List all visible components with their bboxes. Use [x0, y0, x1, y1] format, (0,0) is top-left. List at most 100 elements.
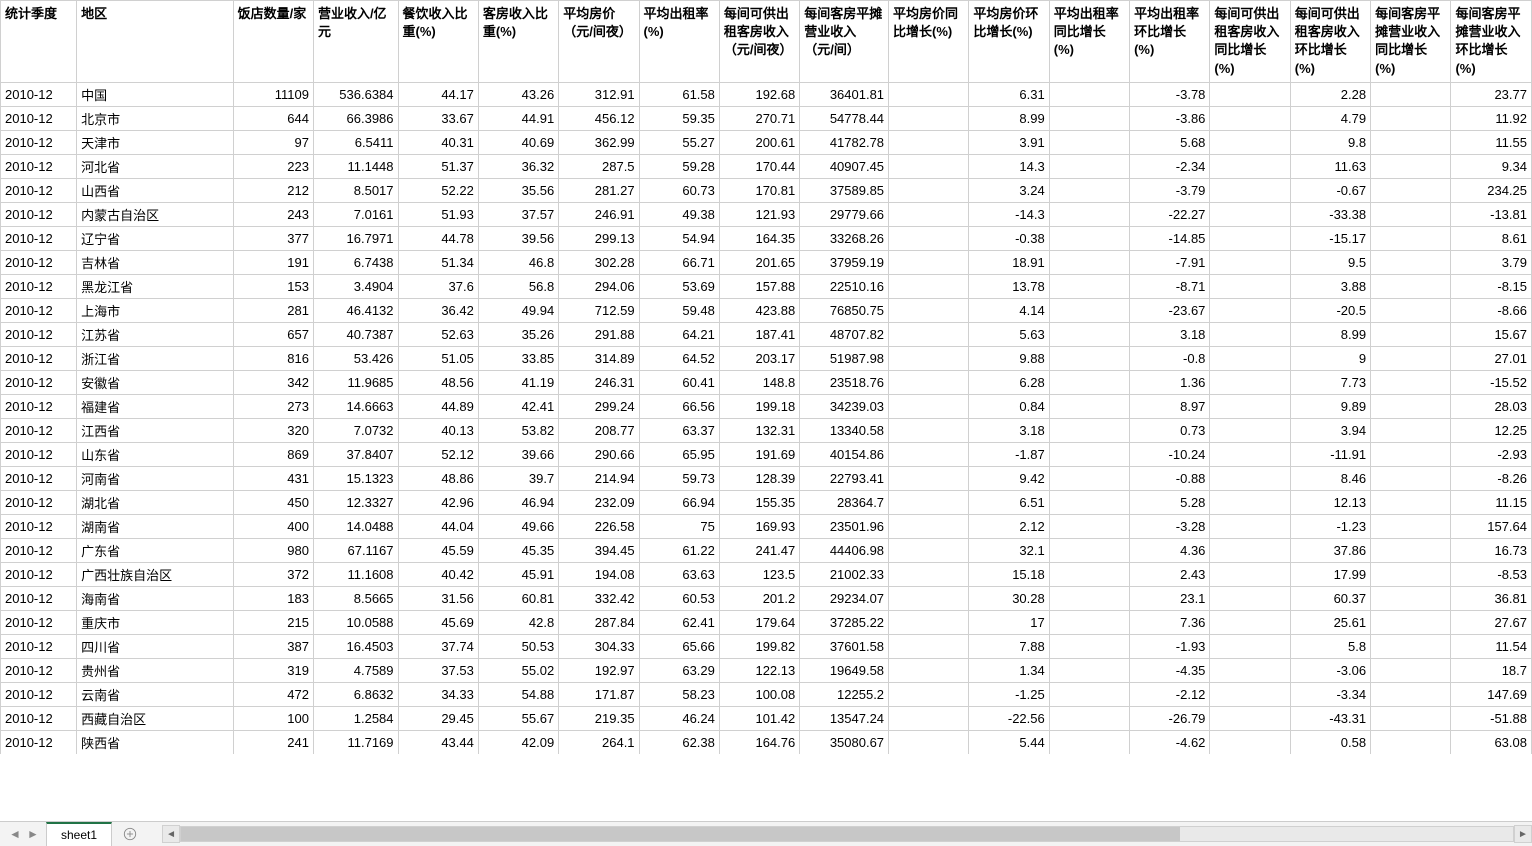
- cell[interactable]: [1210, 178, 1290, 202]
- cell[interactable]: 2010-12: [1, 682, 77, 706]
- cell[interactable]: [1049, 298, 1129, 322]
- cell[interactable]: 199.82: [719, 634, 799, 658]
- cell[interactable]: 66.3986: [313, 106, 398, 130]
- cell[interactable]: 302.28: [559, 250, 639, 274]
- cell[interactable]: 170.44: [719, 154, 799, 178]
- cell[interactable]: 199.18: [719, 394, 799, 418]
- cell[interactable]: 43.44: [398, 730, 478, 754]
- cell[interactable]: 12255.2: [800, 682, 889, 706]
- column-header[interactable]: 平均房价同比增长(%): [889, 1, 969, 83]
- cell[interactable]: 2010-12: [1, 586, 77, 610]
- add-sheet-button[interactable]: [118, 827, 142, 841]
- column-header[interactable]: 统计季度: [1, 1, 77, 83]
- cell[interactable]: -3.78: [1130, 82, 1210, 106]
- cell[interactable]: 342: [233, 370, 313, 394]
- cell[interactable]: 36.42: [398, 298, 478, 322]
- cell[interactable]: 226.58: [559, 514, 639, 538]
- cell[interactable]: 147.69: [1451, 682, 1532, 706]
- cell[interactable]: -14.85: [1130, 226, 1210, 250]
- cell[interactable]: 23501.96: [800, 514, 889, 538]
- cell[interactable]: [1210, 394, 1290, 418]
- cell[interactable]: 17.99: [1290, 562, 1370, 586]
- cell[interactable]: 湖南省: [77, 514, 233, 538]
- cell[interactable]: 5.44: [969, 730, 1049, 754]
- cell[interactable]: [1049, 538, 1129, 562]
- cell[interactable]: 广东省: [77, 538, 233, 562]
- cell[interactable]: 2010-12: [1, 322, 77, 346]
- cell[interactable]: 179.64: [719, 610, 799, 634]
- cell[interactable]: 56.8: [478, 274, 558, 298]
- cell[interactable]: 291.88: [559, 322, 639, 346]
- cell[interactable]: 712.59: [559, 298, 639, 322]
- cell[interactable]: 33.67: [398, 106, 478, 130]
- cell[interactable]: 100.08: [719, 682, 799, 706]
- cell[interactable]: [889, 682, 969, 706]
- cell[interactable]: 48.86: [398, 466, 478, 490]
- cell[interactable]: 155.35: [719, 490, 799, 514]
- cell[interactable]: 11109: [233, 82, 313, 106]
- cell[interactable]: 11.15: [1451, 490, 1532, 514]
- cell[interactable]: 37601.58: [800, 634, 889, 658]
- cell[interactable]: -51.88: [1451, 706, 1532, 730]
- cell[interactable]: -1.93: [1130, 634, 1210, 658]
- column-header[interactable]: 平均出租率同比增长(%): [1049, 1, 1129, 83]
- cell[interactable]: 55.67: [478, 706, 558, 730]
- cell[interactable]: [1371, 82, 1451, 106]
- cell[interactable]: 35.26: [478, 322, 558, 346]
- cell[interactable]: 456.12: [559, 106, 639, 130]
- cell[interactable]: 福建省: [77, 394, 233, 418]
- cell[interactable]: -8.66: [1451, 298, 1532, 322]
- cell[interactable]: [1210, 706, 1290, 730]
- cell[interactable]: 43.26: [478, 82, 558, 106]
- cell[interactable]: 2010-12: [1, 106, 77, 130]
- cell[interactable]: 6.31: [969, 82, 1049, 106]
- cell[interactable]: 232.09: [559, 490, 639, 514]
- cell[interactable]: 4.36: [1130, 538, 1210, 562]
- cell[interactable]: [889, 562, 969, 586]
- column-header[interactable]: 每间可供出租客房收入（元/间夜）: [719, 1, 799, 83]
- cell[interactable]: [1210, 610, 1290, 634]
- cell[interactable]: [1210, 226, 1290, 250]
- cell[interactable]: 372: [233, 562, 313, 586]
- cell[interactable]: 8.46: [1290, 466, 1370, 490]
- hscroll-right-button[interactable]: ►: [1514, 825, 1532, 843]
- cell[interactable]: 132.31: [719, 418, 799, 442]
- cell[interactable]: 171.87: [559, 682, 639, 706]
- cell[interactable]: 5.28: [1130, 490, 1210, 514]
- cell[interactable]: 45.59: [398, 538, 478, 562]
- cell[interactable]: [1210, 346, 1290, 370]
- cell[interactable]: -4.62: [1130, 730, 1210, 754]
- cell[interactable]: 55.27: [639, 130, 719, 154]
- cell[interactable]: 191.69: [719, 442, 799, 466]
- cell[interactable]: 21002.33: [800, 562, 889, 586]
- cell[interactable]: 287.5: [559, 154, 639, 178]
- cell[interactable]: 2.12: [969, 514, 1049, 538]
- cell[interactable]: 40154.86: [800, 442, 889, 466]
- cell[interactable]: 377: [233, 226, 313, 250]
- column-header[interactable]: 地区: [77, 1, 233, 83]
- cell[interactable]: [889, 514, 969, 538]
- cell[interactable]: 35080.67: [800, 730, 889, 754]
- cell[interactable]: [1049, 634, 1129, 658]
- cell[interactable]: -7.91: [1130, 250, 1210, 274]
- cell[interactable]: 36401.81: [800, 82, 889, 106]
- cell[interactable]: 33.85: [478, 346, 558, 370]
- cell[interactable]: 2010-12: [1, 346, 77, 370]
- cell[interactable]: 40.13: [398, 418, 478, 442]
- cell[interactable]: [1049, 610, 1129, 634]
- cell[interactable]: 63.29: [639, 658, 719, 682]
- cell[interactable]: 5.63: [969, 322, 1049, 346]
- cell[interactable]: -0.8: [1130, 346, 1210, 370]
- cell[interactable]: 山东省: [77, 442, 233, 466]
- cell[interactable]: 8.5665: [313, 586, 398, 610]
- cell[interactable]: 51.37: [398, 154, 478, 178]
- cell[interactable]: 36.81: [1451, 586, 1532, 610]
- cell[interactable]: 423.88: [719, 298, 799, 322]
- cell[interactable]: 192.97: [559, 658, 639, 682]
- cell[interactable]: 北京市: [77, 106, 233, 130]
- cell[interactable]: 44.89: [398, 394, 478, 418]
- cell[interactable]: 212: [233, 178, 313, 202]
- cell[interactable]: 1.36: [1130, 370, 1210, 394]
- cell[interactable]: 8.5017: [313, 178, 398, 202]
- cell[interactable]: [889, 634, 969, 658]
